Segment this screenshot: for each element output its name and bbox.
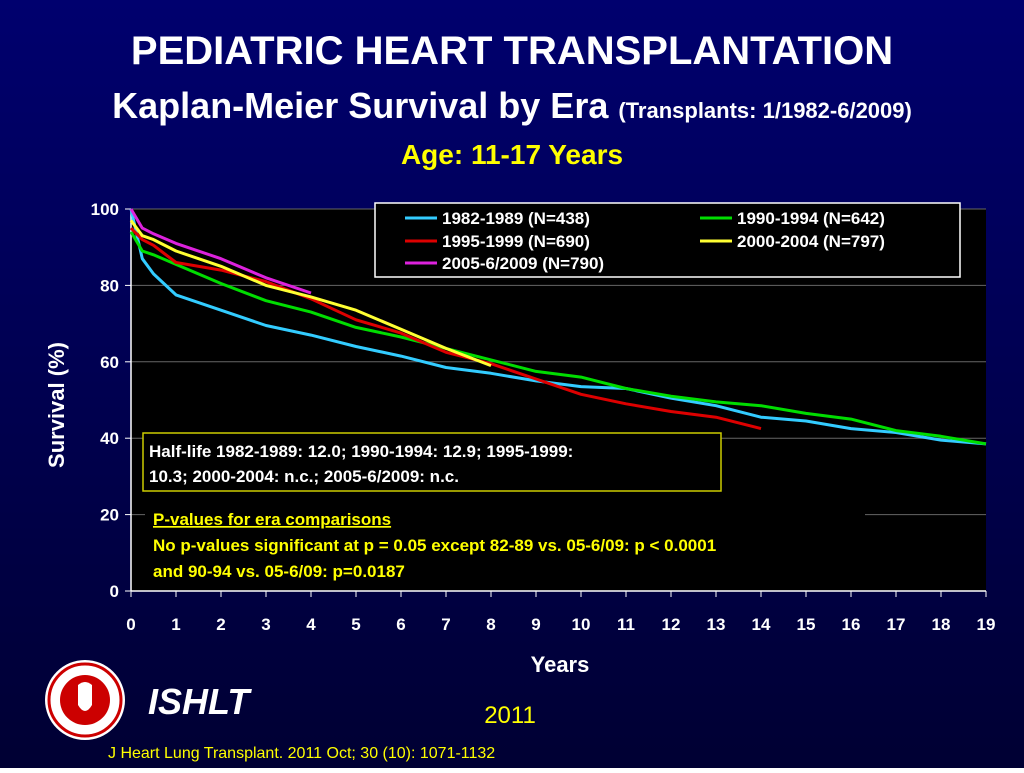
series-line xyxy=(129,208,312,295)
y-tick-label: 60 xyxy=(100,353,119,372)
p-values-title: P-values for era comparisons xyxy=(153,510,391,529)
x-tick-label: 15 xyxy=(797,615,816,634)
x-tick-label: 4 xyxy=(306,615,316,634)
legend-label: 1990-1994 (N=642) xyxy=(737,209,885,228)
x-tick-label: 6 xyxy=(396,615,405,634)
x-tick-label: 19 xyxy=(977,615,996,634)
half-life-text: 10.3; 2000-2004: n.c.; 2005-6/2009: n.c. xyxy=(149,467,459,486)
p-values-text: and 90-94 vs. 05-6/09: p=0.0187 xyxy=(153,562,405,581)
x-tick-label: 12 xyxy=(662,615,681,634)
x-tick-label: 0 xyxy=(126,615,135,634)
org-name: ISHLT xyxy=(148,681,252,722)
logo xyxy=(45,660,125,740)
citation: J Heart Lung Transplant. 2011 Oct; 30 (1… xyxy=(108,745,495,762)
x-axis-label: Years xyxy=(531,652,590,677)
y-tick-label: 20 xyxy=(100,506,119,525)
x-tick-label: 2 xyxy=(216,615,225,634)
logo-ring xyxy=(47,662,123,738)
x-tick-label: 3 xyxy=(261,615,270,634)
subtitle-note: (Transplants: 1/1982-6/2009) xyxy=(618,98,911,123)
x-tick-label: 11 xyxy=(617,615,635,634)
y-tick-label: 100 xyxy=(91,200,119,219)
p-values-box xyxy=(145,505,865,587)
x-tick-label: 5 xyxy=(351,615,360,634)
x-tick-label: 16 xyxy=(842,615,861,634)
half-life-text: Half-life 1982-1989: 12.0; 1990-1994: 12… xyxy=(149,442,573,461)
subtitle2: Age: 11-17 Years xyxy=(401,139,623,170)
x-tick-label: 14 xyxy=(752,615,771,634)
legend-label: 2005-6/2009 (N=790) xyxy=(442,254,604,273)
x-tick-label: 8 xyxy=(486,615,495,634)
x-tick-label: 17 xyxy=(887,615,906,634)
series-line xyxy=(129,208,987,446)
x-tick-label: 13 xyxy=(707,615,726,634)
y-tick-label: 80 xyxy=(100,276,119,295)
subtitle: Kaplan-Meier Survival by Era xyxy=(112,85,609,126)
legend: 1982-1989 (N=438) 1990-1994 (N=642) 1995-1… xyxy=(405,209,885,273)
legend-label: 1995-1999 (N=690) xyxy=(442,232,590,251)
series-line xyxy=(129,231,987,446)
legend-label: 2000-2004 (N=797) xyxy=(737,232,885,251)
x-tick-label: 7 xyxy=(441,615,450,634)
y-tick-label: 0 xyxy=(110,582,119,601)
p-values-text: No p-values significant at p = 0.05 exce… xyxy=(153,536,716,555)
y-tick-label: 40 xyxy=(100,429,119,448)
legend-label: 1982-1989 (N=438) xyxy=(442,209,590,228)
x-tick-label: 10 xyxy=(572,615,591,634)
x-tick-label: 9 xyxy=(531,615,540,634)
x-tick-label: 1 xyxy=(171,615,180,634)
subtitle-line: Kaplan-Meier Survival by Era (Transplants… xyxy=(112,85,912,126)
series-line xyxy=(129,227,762,431)
x-tick-label: 18 xyxy=(932,615,951,634)
logo-heart xyxy=(78,682,92,711)
y-axis-label: Survival (%) xyxy=(44,342,69,468)
title: PEDIATRIC HEART TRANSPLANTATION xyxy=(131,29,893,73)
half-life-box xyxy=(142,432,722,492)
year: 2011 xyxy=(484,702,536,729)
series-line xyxy=(129,219,492,368)
legend-box xyxy=(374,202,961,278)
